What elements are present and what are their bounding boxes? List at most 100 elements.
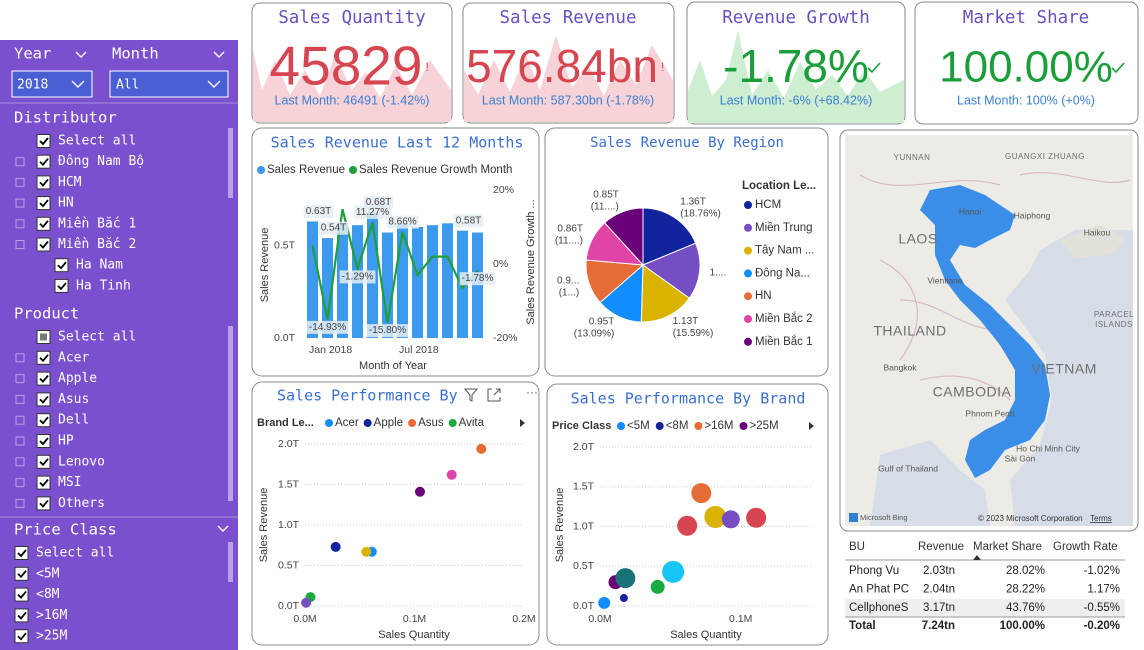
checkbox[interactable] <box>36 413 51 428</box>
month-dropdown[interactable] <box>109 70 229 98</box>
checkbox[interactable] <box>14 546 29 560</box>
slicer-item[interactable]: Đông Nam Bộ <box>58 154 144 169</box>
map-label: CAMBODIA <box>933 384 1012 400</box>
slicer-item[interactable]: Ha Tinh <box>76 278 131 293</box>
legend-label: Sales Revenue Growth Month <box>359 164 512 176</box>
slicer-item[interactable]: Select all <box>58 134 136 149</box>
expand-icon[interactable] <box>15 219 25 229</box>
dropdown-value: 2018 <box>17 78 48 93</box>
slicer-item[interactable]: HP <box>58 434 74 449</box>
checkbox[interactable] <box>14 608 29 623</box>
slicer-item[interactable]: MSI <box>58 475 81 490</box>
visual-icons[interactable] <box>463 388 501 402</box>
slicer-title: Month <box>112 45 159 63</box>
slicer-item[interactable]: Others <box>58 496 105 511</box>
map-label: Sài Gòn <box>1005 453 1036 463</box>
checkbox[interactable] <box>14 566 29 581</box>
checkbox[interactable] <box>36 216 51 231</box>
slicer-item[interactable]: HCM <box>58 175 82 190</box>
legend-title: Location Le... <box>742 180 816 192</box>
data-label: 0.95T (13.09%) <box>574 316 615 339</box>
expand-icon[interactable] <box>15 198 25 208</box>
table-cell: 28.22% <box>1006 584 1045 596</box>
expand-icon[interactable] <box>15 436 25 446</box>
slicer-item[interactable]: Select all <box>36 546 114 561</box>
expand-icon[interactable] <box>15 415 25 425</box>
y-tick-label: 1.0T <box>278 519 300 531</box>
data-label-line: 0.85T <box>593 189 619 200</box>
kpi-title: Market Share <box>963 8 1089 28</box>
expand-icon[interactable] <box>15 353 25 363</box>
data-label: 0.9... (1...) <box>557 275 579 298</box>
kpi-value: -1.78% <box>723 40 869 92</box>
checkbox[interactable] <box>36 496 51 511</box>
data-label: -1.29% <box>342 271 374 282</box>
data-label: 11.27% <box>356 207 389 218</box>
checkbox[interactable] <box>36 454 51 469</box>
checkbox[interactable] <box>36 350 51 365</box>
checkbox[interactable] <box>36 434 51 448</box>
slicer-item[interactable]: Dell <box>58 413 89 428</box>
expand-icon[interactable] <box>15 240 25 249</box>
checkbox[interactable] <box>14 587 29 602</box>
y-tick-label: 0.0T <box>274 332 296 344</box>
checkbox[interactable] <box>54 258 69 273</box>
checkbox[interactable] <box>36 392 51 407</box>
pie-slice <box>642 207 697 266</box>
slicer-item[interactable]: Lenovo <box>58 454 105 469</box>
map-region <box>920 185 1050 478</box>
checkbox[interactable] <box>54 278 69 293</box>
scrollbar <box>228 542 233 582</box>
y-axis-label: Sales Revenue <box>554 488 566 563</box>
slicer-item[interactable]: >25M <box>36 629 67 644</box>
data-label-bg <box>386 215 419 229</box>
kpi-last-month: Last Month: 587.30bn (-1.78%) <box>482 93 654 107</box>
table-header: BU <box>849 541 865 553</box>
kpi-card <box>914 1 1139 125</box>
expand-icon[interactable] <box>15 374 25 384</box>
slicer-item[interactable]: Ha Nam <box>76 258 123 273</box>
slicer-item[interactable]: Asus <box>58 392 89 407</box>
slicer-item[interactable]: <5M <box>36 566 60 581</box>
expand-icon[interactable] <box>15 177 25 187</box>
checkmark <box>57 282 67 291</box>
map-label: GUANGXI ZHUANG <box>1005 152 1085 161</box>
slicer-item[interactable]: Miền Bắc 1 <box>58 216 136 231</box>
expand-icon[interactable] <box>15 457 25 467</box>
checkbox[interactable] <box>36 237 51 252</box>
checkbox[interactable] <box>36 196 51 211</box>
more-icon[interactable]: ··· <box>526 385 538 399</box>
checkmark <box>57 261 67 270</box>
slicer-item[interactable]: Apple <box>58 371 97 386</box>
slicer-item[interactable]: <8M <box>36 587 60 602</box>
x-tick-label: 0.1M <box>403 613 426 625</box>
checkbox[interactable] <box>36 371 51 386</box>
checkmark <box>39 375 49 383</box>
map-terms[interactable]: Terms <box>1090 514 1112 523</box>
expand-icon[interactable] <box>15 394 25 404</box>
expand-icon[interactable] <box>15 157 25 167</box>
checkmark <box>39 395 49 404</box>
table-cell: 28.02% <box>1006 565 1045 577</box>
checkbox[interactable] <box>36 154 51 169</box>
sort-arrow[interactable] <box>973 555 981 560</box>
data-label: -1.78% <box>462 273 494 284</box>
data-label: 0.68T <box>366 197 392 208</box>
checkmark <box>39 499 49 508</box>
bubble <box>662 560 685 583</box>
slicer-item[interactable]: >16M <box>36 608 67 623</box>
expand-icon[interactable] <box>15 478 25 488</box>
slicer-item[interactable]: Miền Bắc 2 <box>58 237 136 252</box>
year-dropdown[interactable] <box>11 70 93 98</box>
x-tick-label: 0.0M <box>588 613 611 625</box>
checkbox[interactable] <box>36 475 51 490</box>
checkbox[interactable] <box>36 175 51 190</box>
slicer-item[interactable]: Acer <box>58 350 89 365</box>
checkbox[interactable] <box>36 134 51 148</box>
checkbox[interactable] <box>14 629 29 644</box>
slicer-item[interactable]: HN <box>58 196 74 211</box>
slicer-item[interactable]: Select all <box>58 330 136 345</box>
checkmark <box>39 240 49 249</box>
map-island <box>1060 225 1125 258</box>
expand-icon[interactable] <box>15 498 25 508</box>
